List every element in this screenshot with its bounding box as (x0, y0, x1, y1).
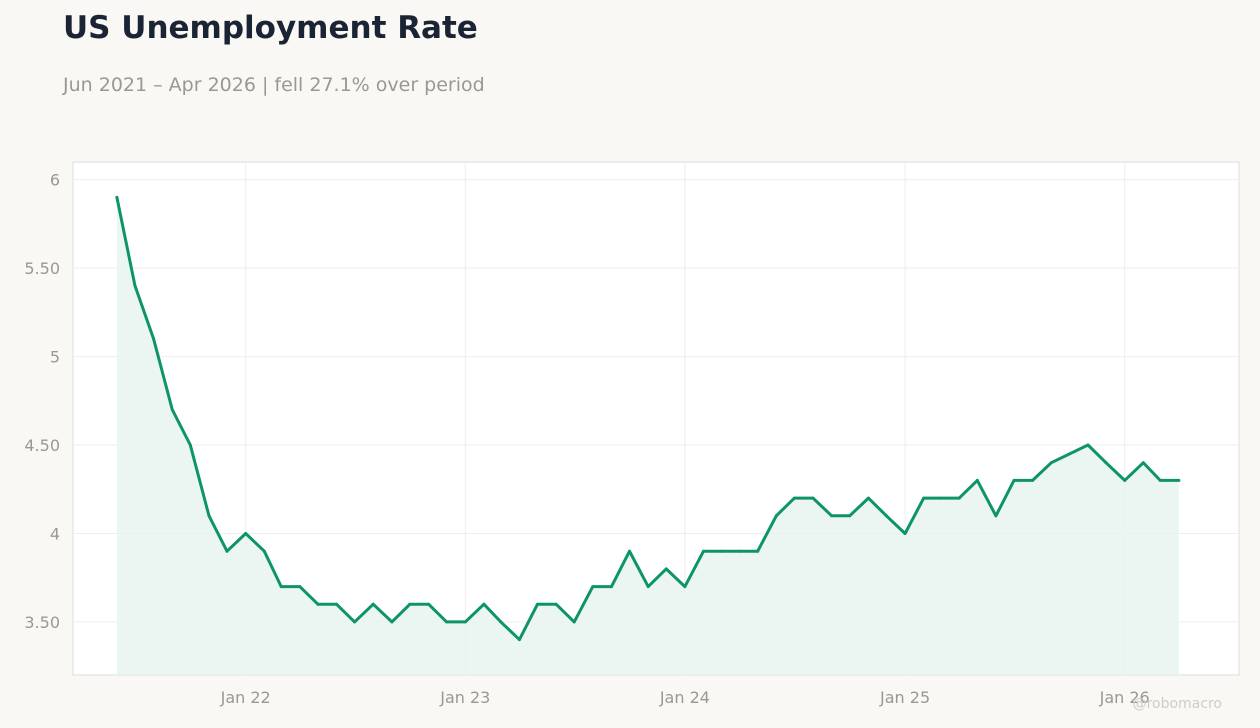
x-axis-ticks: Jan 22 Jan 23 Jan 24 Jan 25 Jan 26 (220, 688, 1150, 707)
data-point (517, 638, 521, 642)
data-point (335, 602, 338, 606)
data-point (774, 514, 778, 518)
data-point (994, 514, 998, 518)
data-point (975, 478, 979, 482)
data-point (830, 514, 834, 518)
data-line (115, 195, 1181, 642)
data-point (572, 620, 576, 624)
data-point (371, 602, 375, 606)
data-point (152, 337, 156, 341)
data-point (353, 620, 357, 624)
data-point (1049, 461, 1053, 465)
data-point (1031, 478, 1035, 482)
data-point (499, 620, 503, 624)
x-tick-label: Jan 26 (1099, 688, 1150, 707)
data-point (591, 585, 595, 589)
data-point (188, 443, 192, 447)
x-tick-label: Jan 23 (439, 688, 490, 707)
data-point (1104, 461, 1108, 465)
data-point (316, 602, 320, 606)
y-axis-ticks: 3.50 4 4.50 5 5.50 6 (24, 171, 60, 632)
data-points (115, 195, 1181, 642)
data-point (702, 549, 705, 553)
area-fill (116, 197, 1179, 675)
data-point (554, 602, 558, 606)
data-point (719, 549, 723, 553)
data-point (610, 585, 613, 589)
data-point (866, 496, 870, 500)
y-tick-label: 4.50 (24, 436, 60, 455)
y-tick-label: 4 (50, 524, 60, 543)
y-tick-label: 6 (50, 171, 60, 190)
data-point (664, 567, 668, 571)
data-point (463, 620, 467, 624)
watermark: @robomacro (1132, 696, 1222, 712)
data-point (646, 585, 650, 589)
data-point (1086, 443, 1090, 447)
data-point (408, 602, 412, 606)
y-tick-label: 5 (50, 348, 60, 367)
data-point (738, 549, 742, 553)
data-point (848, 514, 852, 518)
data-point (1177, 478, 1181, 482)
data-point (957, 496, 961, 500)
data-point (792, 496, 796, 500)
chart-subtitle: Jun 2021 – Apr 2026 | fell 27.1% over pe… (63, 74, 485, 96)
data-point (427, 602, 431, 606)
data-point (756, 549, 760, 553)
data-point (1141, 461, 1145, 465)
data-point (244, 532, 248, 535)
y-tick-label: 3.50 (24, 613, 60, 632)
data-point (922, 496, 926, 500)
data-point (133, 284, 137, 288)
data-point (536, 602, 539, 606)
data-point (1012, 478, 1016, 482)
data-point (225, 549, 229, 553)
data-point (115, 195, 119, 199)
data-point (1158, 478, 1162, 482)
chart-title: US Unemployment Rate (63, 10, 478, 46)
data-point (939, 496, 943, 500)
data-point (390, 620, 394, 624)
data-point (279, 585, 283, 589)
data-point (207, 514, 211, 518)
x-tick-label: Jan 22 (220, 688, 271, 707)
x-tick-label: Jan 25 (879, 688, 930, 707)
x-tick-label: Jan 24 (659, 688, 710, 707)
data-point (298, 585, 302, 589)
data-point (683, 585, 687, 589)
data-point (482, 602, 486, 606)
y-tick-label: 5.50 (24, 259, 60, 278)
data-point (884, 514, 888, 518)
data-point (628, 549, 631, 553)
data-point (170, 408, 174, 412)
data-point (262, 549, 266, 553)
data-point (445, 620, 449, 624)
data-point (903, 532, 907, 535)
data-point (1123, 478, 1127, 482)
data-point (811, 496, 815, 500)
